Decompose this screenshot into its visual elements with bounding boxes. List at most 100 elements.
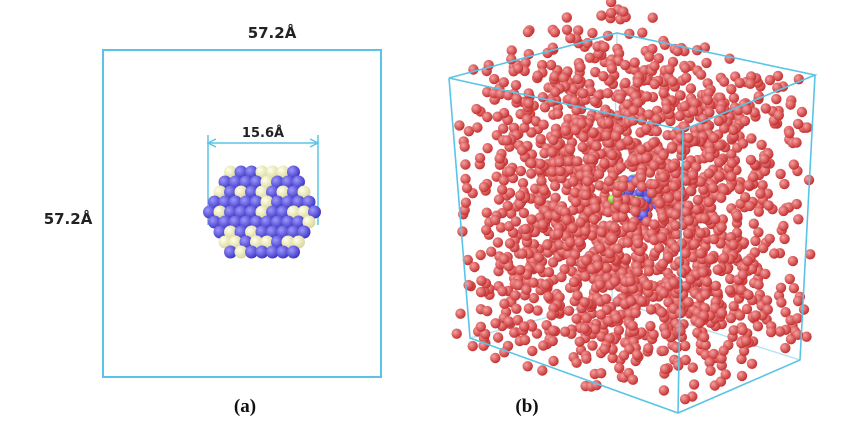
atom <box>716 222 727 233</box>
atom <box>581 255 592 266</box>
atom <box>734 77 745 89</box>
atom <box>627 320 638 331</box>
atom <box>625 296 637 307</box>
atom <box>785 99 796 110</box>
atom <box>497 286 508 297</box>
atom <box>463 126 475 137</box>
atom <box>618 6 629 17</box>
atom <box>543 291 554 302</box>
atom <box>705 253 716 264</box>
atom <box>526 158 537 169</box>
atom <box>627 374 639 385</box>
atom <box>615 161 626 173</box>
atom <box>708 132 720 144</box>
atom <box>688 379 700 390</box>
atom <box>260 195 274 209</box>
atom <box>728 325 739 336</box>
atom <box>737 138 749 149</box>
atom <box>297 225 311 239</box>
atom <box>599 158 610 169</box>
atom <box>509 327 520 338</box>
atom <box>710 280 721 291</box>
atom <box>575 217 586 228</box>
atom <box>535 158 546 169</box>
atom <box>732 210 743 221</box>
atom <box>607 352 618 364</box>
atom <box>250 175 263 189</box>
atom <box>632 77 643 88</box>
atom <box>218 195 232 209</box>
atom <box>537 59 548 71</box>
atom <box>515 264 526 276</box>
atom <box>622 135 634 146</box>
atom <box>567 205 579 216</box>
atom <box>547 335 558 347</box>
atom <box>548 355 559 367</box>
atom <box>515 165 527 177</box>
atom <box>656 307 668 318</box>
atom <box>229 215 242 229</box>
nanoparticle <box>203 165 321 259</box>
atom <box>760 268 771 280</box>
atom <box>224 245 237 259</box>
atom <box>559 326 571 337</box>
atom <box>708 234 720 245</box>
atom <box>528 277 539 288</box>
atom <box>745 154 757 166</box>
atom <box>718 345 729 356</box>
caption: (a) <box>234 396 256 417</box>
atom <box>568 176 579 187</box>
atom <box>454 120 465 131</box>
atom <box>649 79 660 90</box>
atom <box>535 133 546 145</box>
atom <box>542 239 553 251</box>
atom <box>218 215 232 229</box>
atom <box>515 190 526 201</box>
atom <box>540 279 552 290</box>
atom <box>704 152 716 163</box>
atom <box>547 147 558 158</box>
atom <box>504 187 516 199</box>
atom <box>620 77 631 89</box>
atom <box>549 27 561 38</box>
atom <box>791 198 802 210</box>
atom <box>297 205 311 219</box>
atom <box>573 25 584 36</box>
atom <box>775 168 786 180</box>
atom <box>281 215 295 229</box>
atom <box>728 239 739 251</box>
panel-b: (b) <box>448 0 818 417</box>
atom <box>717 214 728 225</box>
atom <box>685 185 696 197</box>
atom <box>234 165 248 179</box>
atom <box>287 165 300 179</box>
atom <box>526 214 537 225</box>
atom <box>594 279 606 290</box>
atom <box>619 203 630 214</box>
atom <box>469 261 480 273</box>
atom <box>561 215 573 226</box>
atom <box>675 325 686 337</box>
atom <box>683 132 694 144</box>
atom <box>532 305 543 316</box>
atom <box>565 256 577 267</box>
atom <box>587 340 598 351</box>
atom <box>703 168 715 179</box>
atom <box>599 41 610 53</box>
atom <box>245 185 258 199</box>
atom <box>738 345 750 357</box>
atom <box>668 161 679 172</box>
atom <box>776 297 787 308</box>
atom <box>620 59 631 71</box>
width-label: 57.2Å <box>248 23 297 42</box>
atom <box>239 235 253 249</box>
atom <box>292 235 305 249</box>
atom <box>695 176 706 187</box>
atom <box>271 215 284 229</box>
atom <box>680 62 691 74</box>
atom <box>545 59 557 71</box>
atom <box>788 283 800 294</box>
atom <box>502 200 513 212</box>
atom <box>692 194 704 206</box>
atom <box>636 295 648 307</box>
